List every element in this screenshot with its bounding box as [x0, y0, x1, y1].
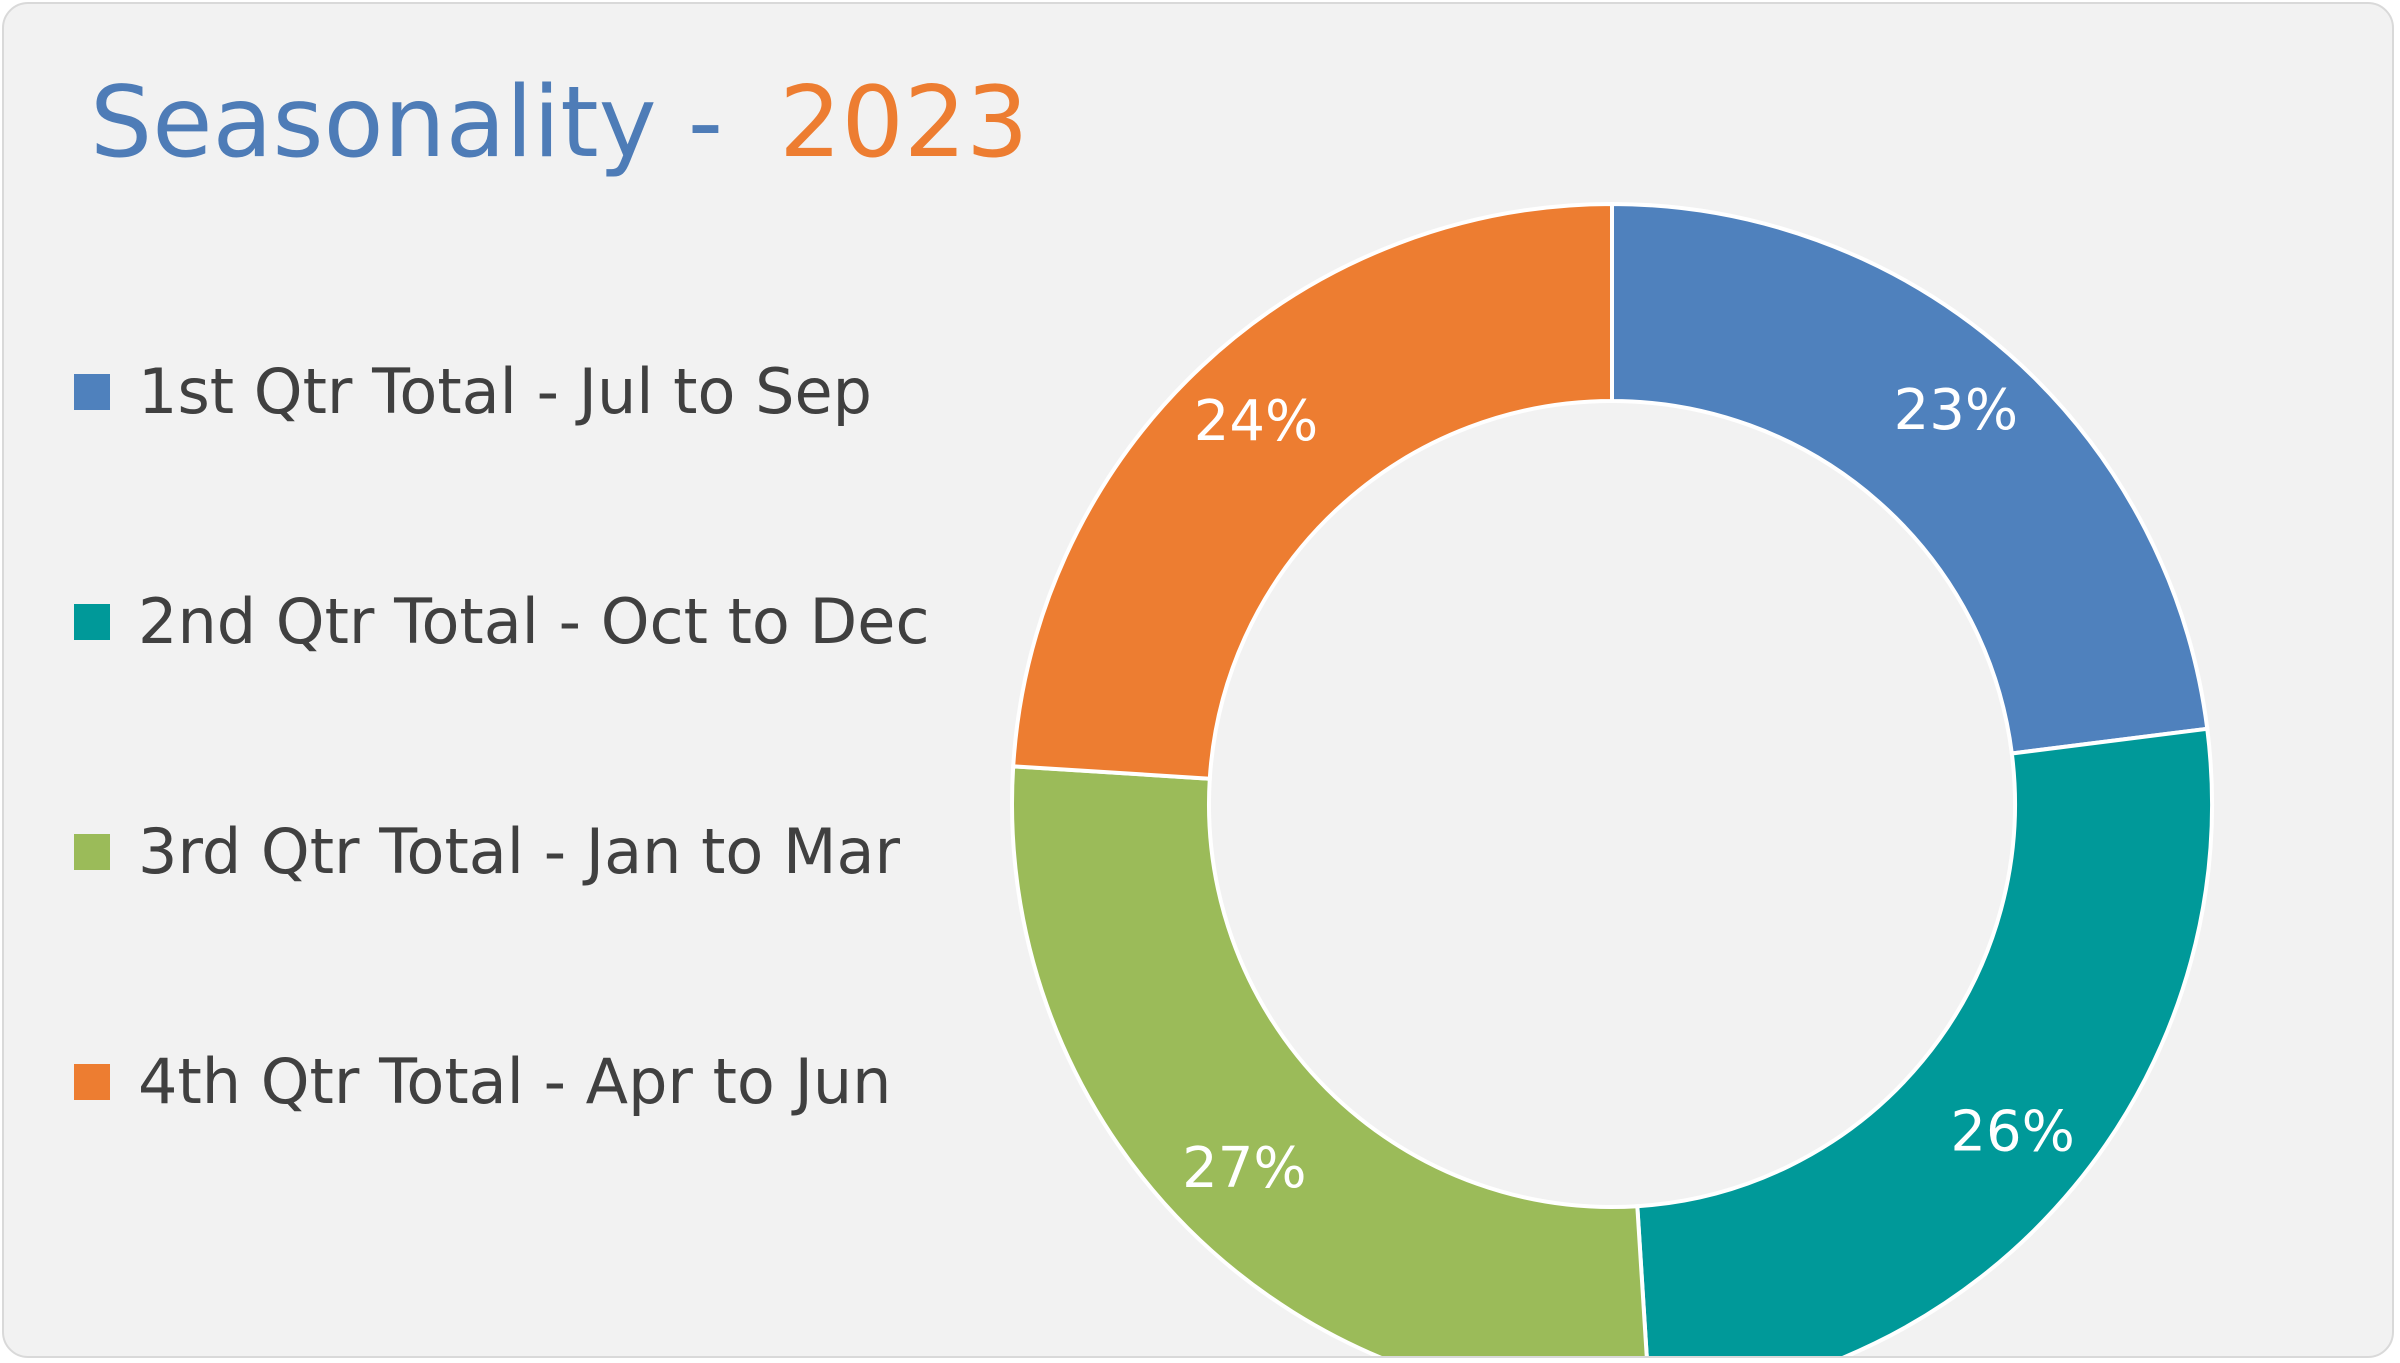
- donut-slice-q1: [1610, 201, 2210, 756]
- chart-title-text: Seasonality -: [90, 66, 724, 180]
- legend-swatch-q1: [74, 374, 110, 410]
- legend-swatch-q3: [74, 834, 110, 870]
- donut-chart: 23% 26% 27% 24%: [1010, 201, 2214, 1356]
- legend-item-q1: 1st Qtr Total - Jul to Sep: [74, 352, 872, 432]
- chart-title-year: 2023: [779, 66, 1029, 180]
- data-label-q4: 24%: [1194, 389, 1318, 454]
- legend-swatch-q2: [74, 604, 110, 640]
- data-label-q2: 26%: [1950, 1100, 2074, 1165]
- donut-slice-q2: [1635, 726, 2214, 1356]
- legend-item-q3: 3rd Qtr Total - Jan to Mar: [74, 812, 900, 892]
- donut-data-labels: 23% 26% 27% 24%: [1182, 378, 2075, 1201]
- donut-slices: [1010, 201, 2214, 1356]
- legend-label-q3: 3rd Qtr Total - Jan to Mar: [138, 815, 901, 888]
- chart-legend: 1st Qtr Total - Jul to Sep 2nd Qtr Total…: [74, 4, 974, 1356]
- donut-slice-q4: [1011, 201, 1614, 781]
- data-label-q1: 23%: [1894, 378, 2018, 443]
- donut-slice-q3: [1010, 764, 1649, 1356]
- legend-label-q4: 4th Qtr Total - Apr to Jun: [138, 1045, 892, 1118]
- legend-label-q2: 2nd Qtr Total - Oct to Dec: [138, 585, 930, 658]
- chart-title: Seasonality -2023: [90, 74, 1029, 172]
- legend-item-q2: 2nd Qtr Total - Oct to Dec: [74, 582, 930, 662]
- legend-swatch-q4: [74, 1064, 110, 1100]
- legend-label-q1: 1st Qtr Total - Jul to Sep: [138, 355, 872, 428]
- legend-item-q4: 4th Qtr Total - Apr to Jun: [74, 1042, 891, 1122]
- data-label-q3: 27%: [1182, 1136, 1306, 1201]
